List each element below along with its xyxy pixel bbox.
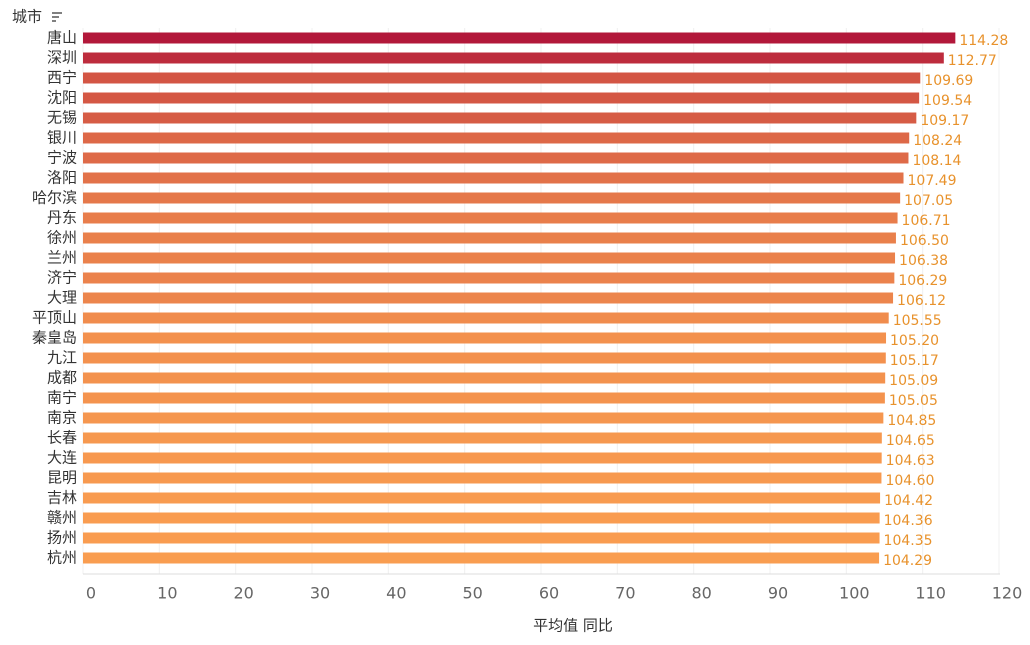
y-tick-label: 兰州 bbox=[47, 249, 77, 267]
x-tick-label: 20 bbox=[233, 584, 253, 603]
bar bbox=[83, 192, 901, 204]
y-tick-label: 徐州 bbox=[47, 229, 77, 247]
x-tick-label: 90 bbox=[768, 584, 788, 603]
bar bbox=[83, 552, 880, 564]
value-label: 104.42 bbox=[884, 493, 933, 509]
y-tick-label: 平顶山 bbox=[32, 309, 77, 327]
x-axis-title: 平均值 同比 bbox=[533, 617, 613, 635]
bar bbox=[83, 252, 896, 264]
bar bbox=[83, 152, 909, 164]
y-tick-label: 洛阳 bbox=[47, 169, 77, 187]
bar bbox=[83, 172, 904, 184]
y-tick-label: 秦皇岛 bbox=[32, 329, 77, 347]
bar bbox=[83, 332, 887, 344]
value-label: 114.28 bbox=[959, 33, 1008, 49]
y-tick-label: 哈尔滨 bbox=[32, 189, 77, 207]
sort-icon bbox=[52, 12, 62, 22]
y-tick-label: 沈阳 bbox=[47, 89, 77, 107]
x-tick-label: 120 bbox=[992, 584, 1023, 603]
value-label: 104.60 bbox=[885, 473, 934, 489]
bar bbox=[83, 392, 885, 404]
y-tick-label: 成都 bbox=[47, 369, 77, 387]
bar bbox=[83, 492, 881, 504]
value-label: 108.24 bbox=[913, 133, 962, 149]
bar bbox=[83, 472, 882, 484]
value-label: 109.54 bbox=[923, 93, 972, 109]
bar bbox=[83, 532, 880, 544]
y-tick-label: 无锡 bbox=[47, 109, 77, 127]
value-label: 107.05 bbox=[904, 193, 953, 209]
bar bbox=[83, 292, 894, 304]
bar bbox=[83, 52, 944, 64]
bar bbox=[83, 212, 898, 224]
value-label: 109.17 bbox=[920, 113, 969, 129]
y-tick-label: 扬州 bbox=[47, 529, 77, 547]
y-tick-label: 大连 bbox=[47, 449, 77, 467]
value-label: 106.71 bbox=[902, 213, 951, 229]
value-label: 107.49 bbox=[908, 173, 957, 189]
y-tick-label: 深圳 bbox=[47, 49, 77, 67]
x-tick-label: 10 bbox=[157, 584, 177, 603]
bar bbox=[83, 412, 884, 424]
value-label: 106.29 bbox=[898, 273, 947, 289]
y-tick-label: 长春 bbox=[47, 429, 77, 447]
bar bbox=[83, 232, 896, 244]
x-tick-label: 30 bbox=[310, 584, 330, 603]
y-tick-label: 吉林 bbox=[47, 489, 77, 507]
value-label: 105.05 bbox=[889, 393, 938, 409]
x-tick-label: 40 bbox=[386, 584, 406, 603]
value-label: 106.50 bbox=[900, 233, 949, 249]
value-label: 105.09 bbox=[889, 373, 938, 389]
value-label: 104.85 bbox=[887, 413, 936, 429]
value-label: 104.29 bbox=[883, 553, 932, 569]
y-tick-label: 丹东 bbox=[47, 209, 77, 227]
value-label: 106.38 bbox=[899, 253, 948, 269]
x-tick-label: 110 bbox=[915, 584, 946, 603]
value-label: 112.77 bbox=[948, 53, 997, 69]
y-axis-title: 城市 bbox=[12, 8, 42, 26]
bar bbox=[83, 312, 889, 324]
x-tick-label: 0 bbox=[86, 584, 96, 603]
value-label: 104.63 bbox=[886, 453, 935, 469]
bar bbox=[83, 352, 886, 364]
x-tick-label: 70 bbox=[615, 584, 635, 603]
bar bbox=[83, 272, 895, 284]
y-tick-label: 银川 bbox=[47, 129, 77, 147]
y-tick-label: 宁波 bbox=[47, 149, 77, 167]
y-tick-label: 昆明 bbox=[47, 469, 77, 487]
bar bbox=[83, 92, 920, 104]
y-tick-label: 大理 bbox=[47, 289, 77, 307]
bar bbox=[83, 72, 921, 84]
value-label: 105.20 bbox=[890, 333, 939, 349]
y-tick-label: 唐山 bbox=[47, 29, 77, 47]
bar bbox=[83, 372, 886, 384]
y-tick-label: 济宁 bbox=[47, 269, 77, 287]
value-label: 108.14 bbox=[912, 153, 961, 169]
y-tick-label: 南京 bbox=[47, 409, 77, 427]
bar bbox=[83, 452, 882, 464]
y-tick-label: 南宁 bbox=[47, 389, 77, 407]
value-label: 106.12 bbox=[897, 293, 946, 309]
value-label: 104.35 bbox=[884, 533, 933, 549]
bar bbox=[83, 32, 956, 44]
bar bbox=[83, 512, 880, 524]
x-tick-label: 80 bbox=[691, 584, 711, 603]
x-tick-label: 50 bbox=[462, 584, 482, 603]
y-tick-label: 西宁 bbox=[47, 69, 77, 87]
x-tick-label: 60 bbox=[539, 584, 559, 603]
bar bbox=[83, 432, 882, 444]
bar bbox=[83, 112, 917, 124]
value-label: 109.69 bbox=[924, 73, 973, 89]
bar bbox=[83, 132, 910, 144]
y-tick-label: 杭州 bbox=[47, 549, 77, 567]
value-label: 105.17 bbox=[890, 353, 939, 369]
value-label: 104.36 bbox=[884, 513, 933, 529]
value-label: 105.55 bbox=[893, 313, 942, 329]
x-tick-label: 100 bbox=[839, 584, 870, 603]
y-tick-label: 赣州 bbox=[47, 509, 77, 527]
y-tick-label: 九江 bbox=[47, 349, 77, 367]
value-label: 104.65 bbox=[886, 433, 935, 449]
